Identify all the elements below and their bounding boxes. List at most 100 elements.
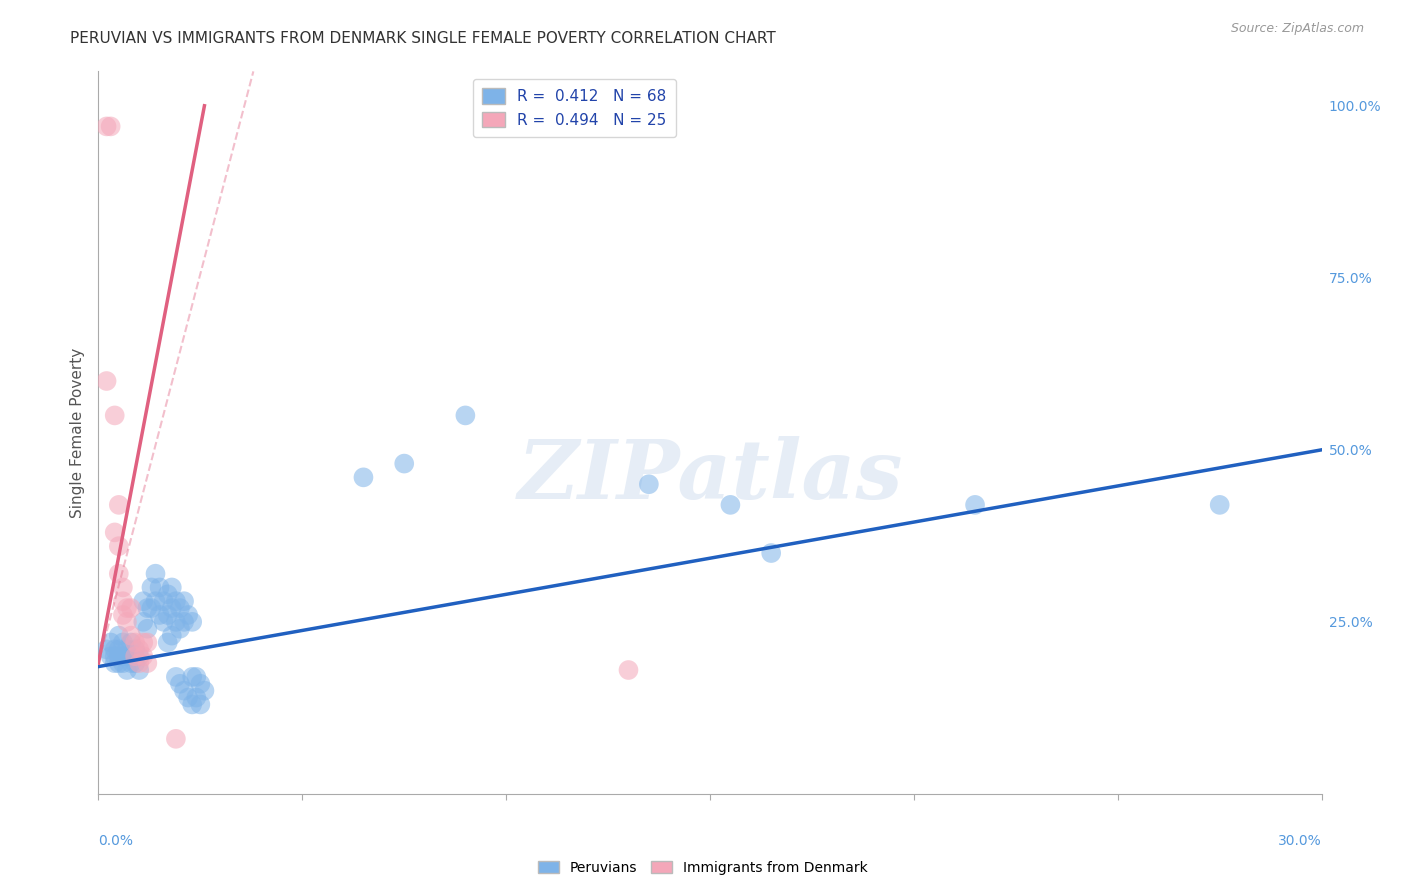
Point	[128, 663, 150, 677]
Point	[169, 622, 191, 636]
Point	[181, 670, 204, 684]
Legend: R =  0.412   N = 68, R =  0.494   N = 25: R = 0.412 N = 68, R = 0.494 N = 25	[472, 79, 676, 137]
Point	[149, 607, 172, 622]
Point	[169, 677, 191, 691]
Text: 30.0%: 30.0%	[1278, 834, 1322, 847]
Point	[156, 607, 179, 622]
Point	[165, 594, 187, 608]
Point	[188, 677, 212, 691]
Point	[177, 690, 200, 705]
Point	[165, 731, 187, 746]
Point	[100, 649, 122, 664]
Point	[120, 656, 142, 670]
Point	[100, 120, 122, 134]
Text: PERUVIAN VS IMMIGRANTS FROM DENMARK SINGLE FEMALE POVERTY CORRELATION CHART: PERUVIAN VS IMMIGRANTS FROM DENMARK SING…	[70, 31, 776, 46]
Point	[120, 635, 142, 649]
Point	[111, 594, 134, 608]
Text: ZIPatlas: ZIPatlas	[517, 436, 903, 516]
Point	[173, 615, 195, 629]
Point	[111, 656, 134, 670]
Point	[120, 629, 142, 643]
Point	[136, 635, 159, 649]
Point	[108, 642, 131, 657]
Point	[186, 670, 208, 684]
Point	[156, 635, 179, 649]
Point	[124, 642, 146, 657]
Point	[617, 663, 640, 677]
Point	[96, 374, 118, 388]
Point	[115, 649, 138, 664]
Point	[173, 683, 195, 698]
Point	[108, 539, 131, 553]
Point	[149, 581, 172, 595]
Point	[128, 649, 150, 664]
Point	[392, 457, 416, 471]
Point	[186, 690, 208, 705]
Point	[165, 670, 187, 684]
Point	[160, 629, 183, 643]
Point	[720, 498, 742, 512]
Point	[108, 656, 131, 670]
Point	[141, 601, 163, 615]
Point	[193, 683, 215, 698]
Point	[132, 615, 155, 629]
Point	[152, 594, 174, 608]
Point	[115, 642, 138, 657]
Point	[177, 607, 200, 622]
Point	[181, 698, 204, 712]
Point	[111, 581, 134, 595]
Point	[124, 635, 146, 649]
Point	[115, 601, 138, 615]
Point	[136, 656, 159, 670]
Point	[96, 120, 118, 134]
Point	[111, 649, 134, 664]
Point	[136, 622, 159, 636]
Point	[104, 656, 127, 670]
Y-axis label: Single Female Poverty: Single Female Poverty	[69, 348, 84, 517]
Point	[173, 594, 195, 608]
Point	[145, 566, 167, 581]
Point	[132, 649, 155, 664]
Point	[124, 656, 146, 670]
Point	[638, 477, 661, 491]
Point	[108, 649, 131, 664]
Point	[104, 525, 127, 540]
Point	[965, 498, 987, 512]
Point	[128, 642, 150, 657]
Point	[181, 615, 204, 629]
Point	[132, 594, 155, 608]
Point	[136, 601, 159, 615]
Point	[169, 601, 191, 615]
Point	[165, 615, 187, 629]
Point	[115, 663, 138, 677]
Text: Source: ZipAtlas.com: Source: ZipAtlas.com	[1230, 22, 1364, 36]
Point	[104, 649, 127, 664]
Point	[104, 642, 127, 657]
Point	[1209, 498, 1232, 512]
Point	[104, 409, 127, 423]
Point	[96, 642, 118, 657]
Point	[145, 594, 167, 608]
Point	[156, 587, 179, 601]
Point	[761, 546, 783, 560]
Point	[132, 635, 155, 649]
Point	[124, 649, 146, 664]
Point	[188, 698, 212, 712]
Point	[100, 635, 122, 649]
Point	[141, 581, 163, 595]
Legend: Peruvians, Immigrants from Denmark: Peruvians, Immigrants from Denmark	[533, 855, 873, 880]
Point	[111, 635, 134, 649]
Point	[454, 409, 477, 423]
Point	[108, 566, 131, 581]
Point	[352, 470, 374, 484]
Point	[128, 656, 150, 670]
Point	[120, 649, 142, 664]
Point	[111, 607, 134, 622]
Point	[108, 629, 131, 643]
Point	[108, 498, 131, 512]
Point	[115, 615, 138, 629]
Point	[160, 581, 183, 595]
Point	[152, 615, 174, 629]
Text: 0.0%: 0.0%	[98, 834, 134, 847]
Point	[160, 601, 183, 615]
